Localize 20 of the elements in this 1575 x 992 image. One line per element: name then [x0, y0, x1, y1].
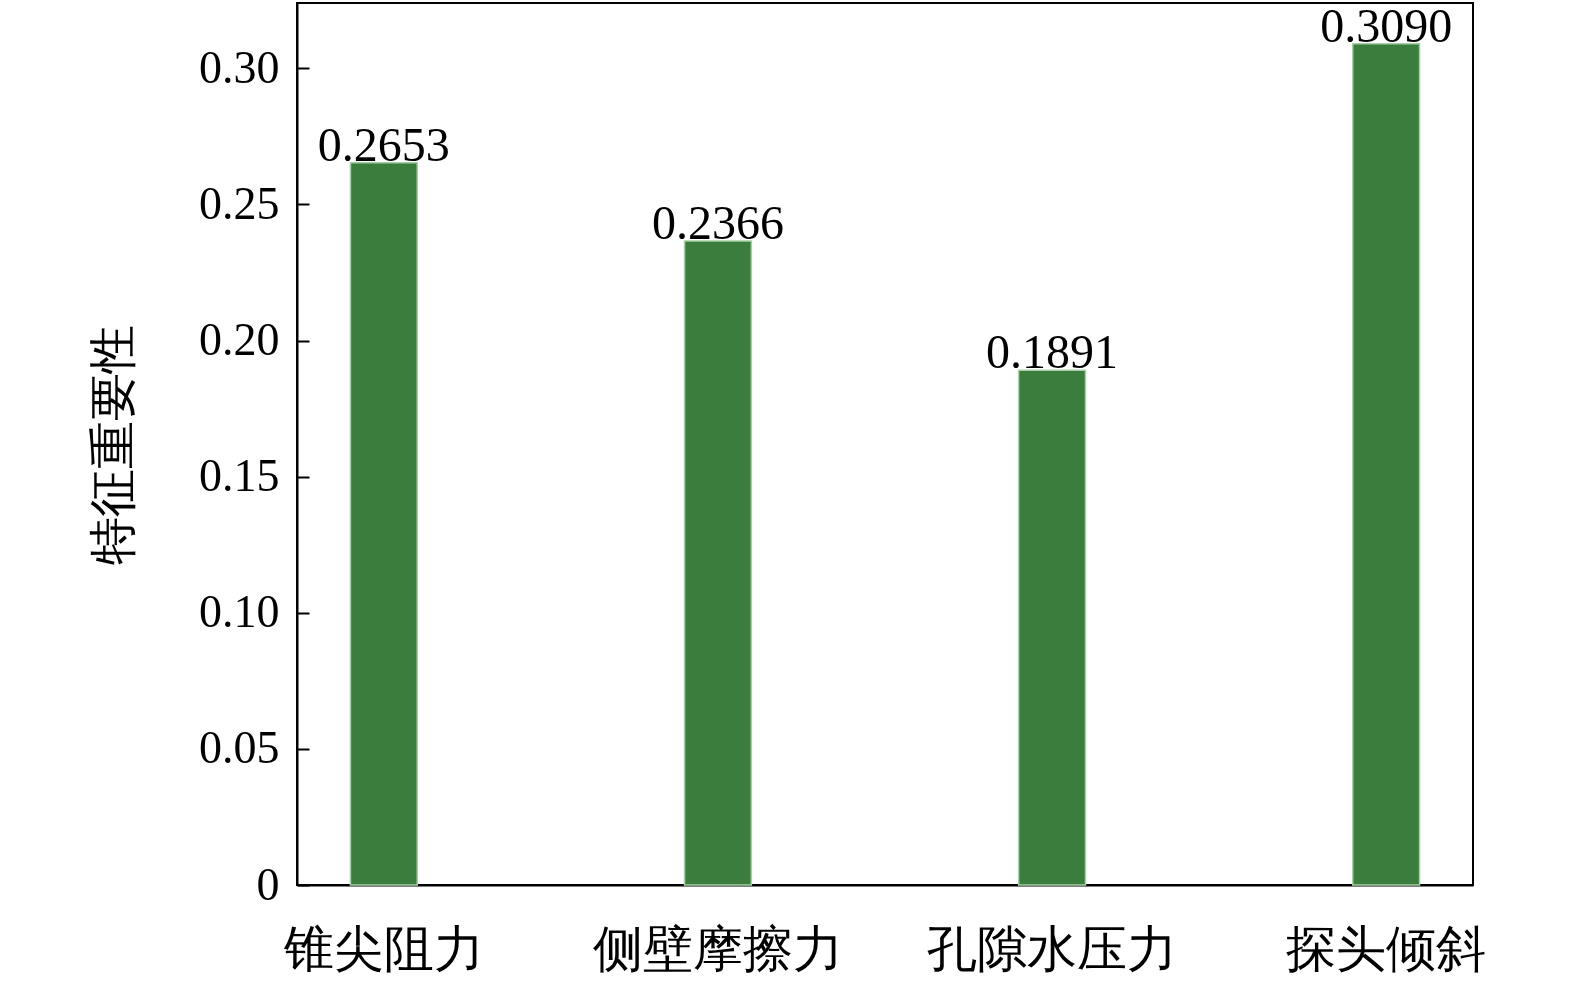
y-tick-label: 0.25 — [199, 177, 280, 229]
data-label: 0.3090 — [1320, 0, 1453, 52]
y-tick-label: 0.30 — [199, 41, 280, 93]
data-label: 0.2653 — [317, 117, 450, 171]
data-label: 0.2366 — [651, 195, 784, 249]
y-tick-label: 0.10 — [199, 586, 280, 638]
data-label: 0.1891 — [986, 325, 1119, 379]
bar — [1017, 369, 1087, 886]
x-tick-label: 侧壁摩擦力 — [592, 920, 843, 977]
bar — [683, 240, 753, 886]
y-axis-title: 特征重要性 — [86, 324, 139, 565]
bar — [349, 162, 419, 886]
x-tick-label: 探头倾斜 — [1286, 920, 1487, 977]
bar — [1351, 43, 1421, 886]
y-tick-label: 0.20 — [199, 314, 280, 366]
y-tick-label: 0 — [256, 858, 280, 910]
x-tick-label: 锥尖阻力 — [282, 920, 484, 977]
x-tick-label: 孔隙水压力 — [927, 920, 1178, 977]
y-tick-label: 0.15 — [199, 450, 280, 502]
y-tick-label: 0.05 — [199, 722, 280, 774]
